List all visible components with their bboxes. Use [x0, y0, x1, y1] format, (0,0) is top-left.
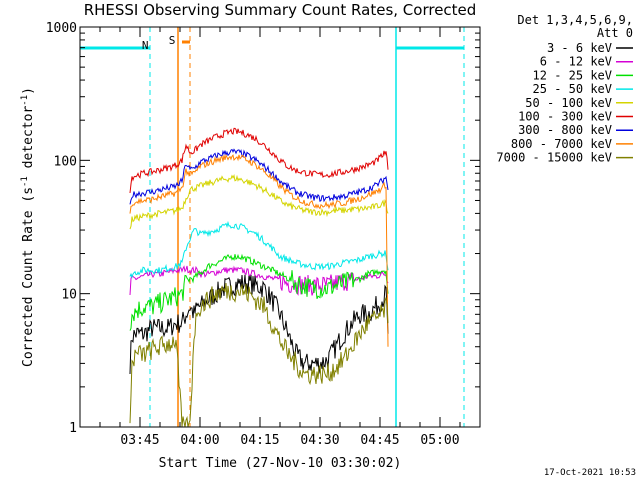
y-axis-label-sup2: -1 — [20, 95, 30, 106]
y-tick-label: 1 — [69, 421, 77, 436]
y-axis-label-end: ) — [21, 87, 36, 95]
legend-label: 50 - 100 keV — [525, 96, 612, 110]
observing-intervals — [80, 27, 465, 427]
x-tick-label: 04:30 — [300, 433, 339, 448]
footer-timestamp: 17-Oct-2021 10:53 — [544, 468, 636, 478]
series-line-1 — [129, 265, 389, 297]
y-axis-label-mid: detector — [21, 106, 36, 177]
legend-label: 300 - 800 keV — [518, 123, 612, 137]
x-tick-label: 04:45 — [360, 433, 399, 448]
y-tick-label: 10 — [61, 288, 77, 303]
series-line-6 — [129, 148, 389, 205]
axes: 1 10 100 1000 03:45 04:00 04:15 04:30 04:45 05:00 — [46, 21, 480, 448]
y-tick-label: 100 — [54, 154, 77, 169]
y-axis-label-sup1: -1 — [20, 176, 30, 187]
series-line-4 — [129, 174, 389, 230]
series-layer — [129, 127, 389, 427]
chart-title: RHESSI Observing Summary Count Rates, Co… — [84, 1, 477, 19]
legend-label: 3 - 6 keV — [547, 41, 612, 55]
y-axis-label-main: Corrected Count Rate (s — [21, 187, 36, 367]
series-line-0 — [129, 274, 389, 375]
legend-label: 25 - 50 keV — [533, 82, 612, 96]
series-line-7 — [129, 153, 389, 347]
y-tick-label: 1000 — [46, 21, 77, 36]
legend-header-line-1: Det 1,3,4,5,6,9, — [517, 13, 633, 27]
x-tick-label: 03:45 — [120, 433, 159, 448]
night-annotation: N — [142, 39, 149, 52]
x-tick-label: 05:00 — [420, 433, 459, 448]
series-line-2 — [129, 253, 389, 331]
legend-header-line-2: Att 0 — [597, 26, 633, 40]
plot-frame — [79, 26, 481, 428]
x-axis-label: Start Time (27-Nov-10 03:30:02) — [159, 456, 402, 471]
series-line-8 — [129, 282, 389, 427]
legend-label: 800 - 7000 keV — [511, 137, 612, 151]
saa-annotation: S — [169, 34, 176, 47]
x-tick-label: 04:00 — [180, 433, 219, 448]
y-axis-label: Corrected Count Rate (s-1 detector-1) — [20, 87, 36, 367]
x-tick-label: 04:15 — [240, 433, 279, 448]
series-line-3 — [129, 220, 389, 279]
legend-label: 12 - 25 keV — [533, 68, 612, 82]
legend-label: 7000 - 15000 keV — [496, 151, 612, 165]
legend-label: 6 - 12 keV — [540, 55, 612, 69]
series-line-5 — [129, 127, 389, 194]
legend-label: 100 - 300 keV — [518, 110, 612, 124]
